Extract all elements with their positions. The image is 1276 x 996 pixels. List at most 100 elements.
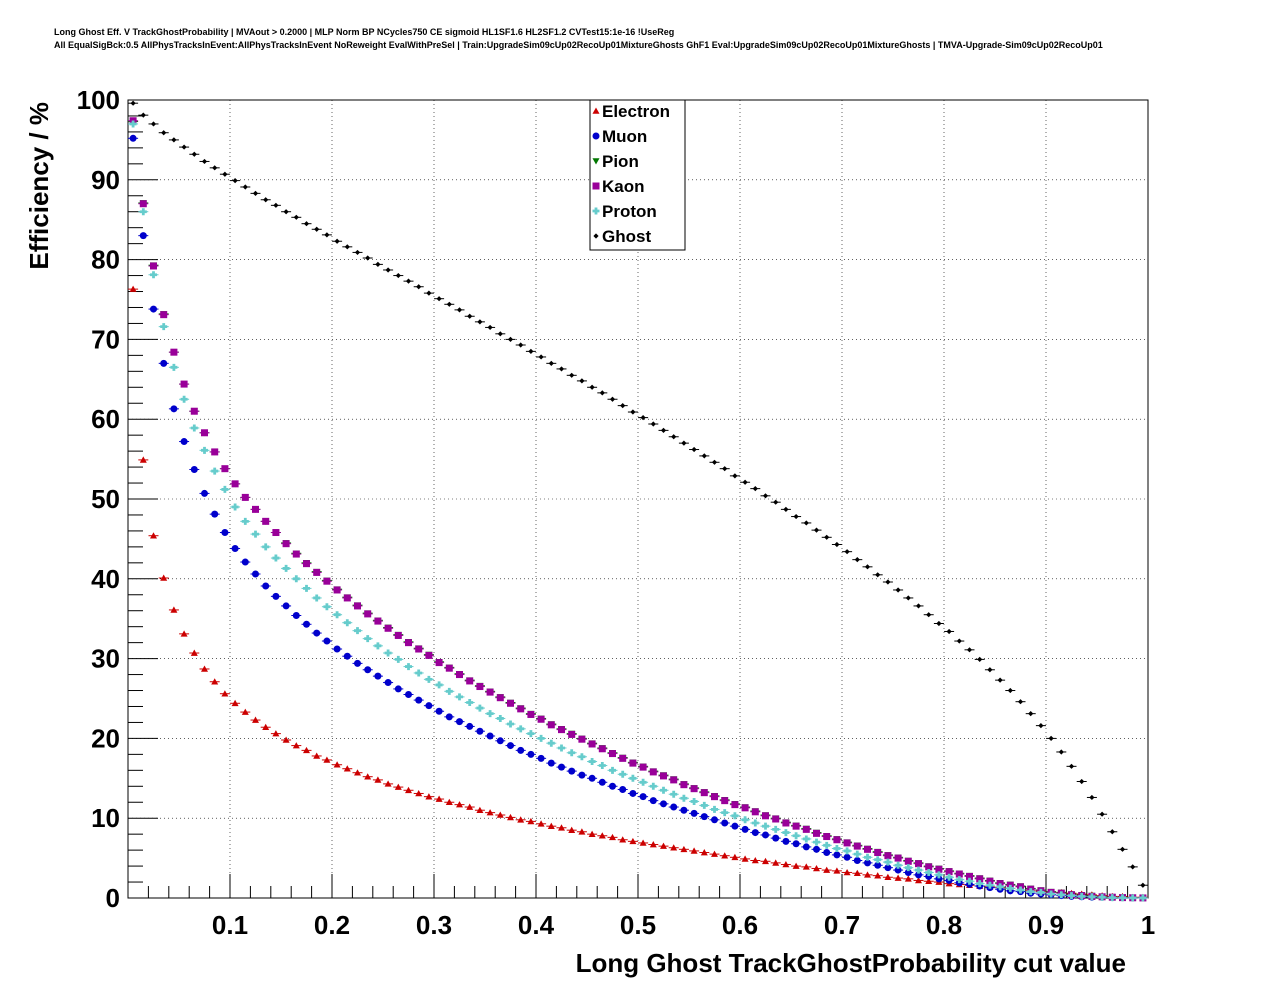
grid-lines [128, 99, 1149, 899]
x-tick-label: 0.5 [620, 910, 656, 940]
y-tick-label: 80 [91, 245, 120, 275]
data-point [201, 158, 208, 165]
data-point [773, 499, 779, 505]
data-point [507, 742, 514, 750]
data-point [374, 617, 382, 625]
data-point [354, 602, 361, 610]
data-point [456, 671, 463, 679]
data-point [874, 872, 882, 879]
data-point [864, 871, 871, 878]
data-point [742, 479, 748, 485]
data-point [201, 429, 208, 437]
data-point [670, 844, 678, 851]
data-point [150, 262, 157, 270]
data-point [639, 793, 647, 801]
data-point [598, 762, 606, 770]
data-point [629, 837, 637, 845]
data-point [507, 699, 514, 707]
data-point [221, 465, 229, 473]
data-point [844, 549, 850, 555]
data-point [1047, 890, 1055, 898]
data-point [690, 785, 698, 793]
data-point [517, 816, 525, 823]
data-point [639, 763, 647, 771]
legend-item-pion: Pion [592, 152, 639, 171]
data-point [292, 742, 300, 749]
data-point [772, 859, 780, 866]
data-point [1028, 711, 1034, 717]
data-point [649, 768, 657, 776]
series-proton [128, 120, 1148, 902]
data-point [640, 415, 646, 421]
data-point [751, 819, 759, 827]
data-point [416, 284, 422, 290]
data-point [864, 564, 871, 570]
data-point [792, 840, 800, 848]
data-point [415, 789, 423, 797]
data-point [721, 819, 729, 827]
data-point [976, 875, 984, 883]
legend-marker [592, 158, 600, 165]
data-point [782, 819, 790, 827]
legend-label: Ghost [602, 227, 651, 246]
data-point [609, 833, 616, 841]
data-point [129, 285, 137, 292]
data-point [762, 857, 769, 865]
data-point [782, 860, 790, 868]
data-point [333, 586, 341, 594]
data-point [711, 850, 718, 857]
data-point [741, 855, 749, 862]
data-point [823, 841, 831, 849]
data-point [303, 560, 310, 568]
data-point [537, 820, 545, 827]
data-point [772, 825, 780, 833]
chart-title-line-2: All EqualSigBck:0.5 AllPhysTracksInEvent… [54, 40, 1103, 50]
data-point [609, 782, 616, 790]
data-point [171, 137, 177, 143]
data-point [700, 813, 708, 821]
y-tick-label: 70 [91, 324, 120, 354]
data-point [700, 849, 708, 856]
data-point [864, 859, 871, 867]
data-point [629, 774, 637, 782]
data-point [843, 847, 851, 855]
data-point [976, 880, 984, 888]
data-point [231, 503, 239, 511]
data-point [405, 278, 412, 284]
data-point [680, 806, 688, 814]
data-point [221, 529, 229, 537]
data-point [660, 786, 667, 794]
legend-item-kaon: Kaon [592, 177, 645, 196]
data-point [517, 725, 525, 733]
data-point [1038, 723, 1044, 729]
data-point [731, 853, 739, 861]
data-point [496, 714, 504, 722]
data-point [273, 202, 279, 208]
data-point [956, 638, 962, 644]
data-point [486, 732, 494, 740]
data-point [1057, 891, 1065, 899]
data-point [262, 517, 270, 525]
data-point [374, 642, 382, 650]
data-point [578, 753, 586, 761]
data-point [588, 774, 596, 782]
data-point [578, 828, 586, 835]
data-point [405, 786, 412, 794]
data-point [139, 232, 147, 240]
data-point [792, 822, 800, 830]
series-ghost [128, 100, 1148, 888]
data-point [1109, 829, 1115, 835]
data-point [364, 610, 372, 618]
data-point [527, 710, 535, 718]
data-point [292, 612, 300, 620]
data-point [1079, 778, 1085, 785]
data-point [762, 822, 769, 830]
data-point [660, 800, 667, 808]
data-point [538, 354, 544, 360]
data-point [751, 829, 759, 837]
legend-item-muon: Muon [592, 127, 647, 146]
data-point [476, 683, 484, 691]
data-point [354, 659, 361, 667]
data-point [843, 868, 851, 876]
data-point [456, 718, 463, 726]
